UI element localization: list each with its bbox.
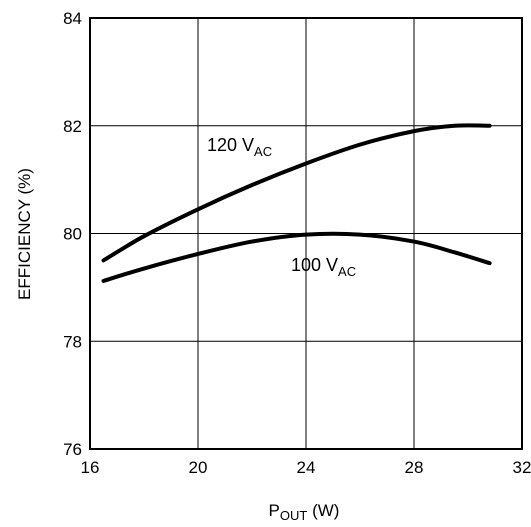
- series-label-100vac-sub: AC: [338, 264, 356, 279]
- y-tick-label: 80: [63, 225, 82, 244]
- tick-labels: 16 20 24 28 32 76 78 80 82 84: [63, 9, 531, 477]
- y-tick-label: 78: [63, 332, 82, 351]
- x-axis-title-unit: (W): [307, 501, 339, 520]
- x-tick-label: 32: [513, 458, 531, 477]
- x-axis-title: POUT (W): [269, 501, 340, 523]
- series-layer: [101, 123, 492, 283]
- y-axis-title: EFFICIENCY (%): [15, 168, 34, 300]
- series-label-100vac: 100 VAC: [291, 255, 356, 279]
- series-label-120vac-sub: AC: [254, 144, 272, 159]
- plot-frame: [89, 17, 523, 450]
- series-line-120vac: [101, 123, 492, 263]
- x-axis-title-main: P: [269, 501, 280, 520]
- x-tick-label: 16: [81, 458, 100, 477]
- y-tick-label: 84: [63, 9, 82, 28]
- x-axis-title-sub: OUT: [280, 508, 308, 523]
- series-line-100vac: [101, 231, 492, 283]
- series-label-100vac-main: 100 V: [291, 255, 338, 275]
- y-tick-label: 82: [63, 117, 82, 136]
- series-label-120vac-main: 120 V: [207, 135, 254, 155]
- series-label-120vac: 120 VAC: [207, 135, 272, 159]
- x-tick-label: 20: [189, 458, 208, 477]
- x-tick-label: 28: [405, 458, 424, 477]
- x-tick-label: 24: [297, 458, 316, 477]
- y-tick-label: 76: [63, 440, 82, 459]
